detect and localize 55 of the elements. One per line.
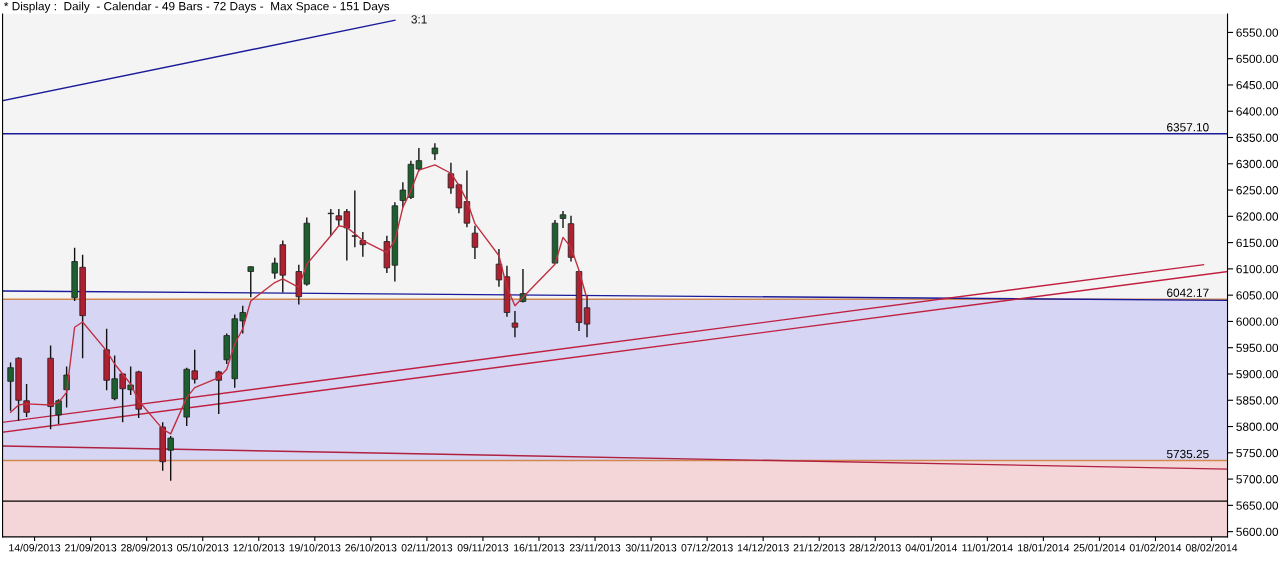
y-tick-label: 6400.00: [1236, 107, 1279, 116]
y-tick-label: 6250.00: [1236, 186, 1279, 195]
y-tick-label: 5900.00: [1236, 370, 1279, 379]
x-tick-label: 07/12/2013: [681, 543, 733, 552]
x-tick-label: 14/09/2013: [9, 543, 61, 552]
candlestick: [471, 225, 479, 260]
candlestick: [495, 248, 503, 288]
y-tick-label: 6200.00: [1236, 212, 1279, 221]
ref-line-label: 5735.25: [1166, 449, 1209, 459]
x-tick-label: 11/01/2014: [962, 543, 1013, 552]
x-tick-label: 14/12/2013: [737, 543, 789, 552]
x-tick-label: 25/01/2014: [1073, 543, 1126, 552]
y-tick-label: 6050.00: [1236, 291, 1279, 300]
x-tick-label: 19/10/2013: [289, 543, 341, 552]
y-tick-label: 6300.00: [1236, 159, 1279, 169]
y-tick-label: 5850.00: [1236, 396, 1279, 405]
y-tick-label: 5800.00: [1236, 422, 1279, 431]
x-tick-label: 16/11/2013: [514, 543, 565, 552]
x-tick-label: 18/01/2014: [1018, 543, 1070, 552]
candlestick: [359, 231, 367, 258]
candlestick: [559, 210, 567, 229]
x-tick-label: 21/12/2013: [793, 543, 845, 552]
chart-title: * Display : Daily - Calendar - 49 Bars - 72 Days - Max Space - 151 Days: [4, 1, 390, 13]
candlestick: [511, 310, 519, 338]
x-tick-label: 04/01/2014: [905, 543, 958, 552]
y-tick-label: 6350.00: [1236, 133, 1279, 142]
y-tick-label: 6550.00: [1236, 28, 1279, 37]
x-tick-label: 01/02/2014: [1129, 543, 1182, 552]
x-tick-label: 09/11/2013: [457, 543, 509, 552]
x-tick-label: 08/02/2014: [1185, 543, 1238, 552]
y-tick-label: 6100.00: [1236, 264, 1279, 274]
x-tick-label: 12/10/2013: [233, 543, 285, 552]
x-tick-label: 21/09/2013: [65, 543, 117, 552]
y-tick-label: 5600.00: [1236, 527, 1279, 537]
y-tick-label: 5650.00: [1236, 501, 1279, 510]
candlestick: [351, 189, 359, 249]
x-tick-label: 23/11/2013: [569, 543, 621, 552]
series-label: 3:1: [411, 15, 427, 24]
x-tick-label: 05/10/2013: [177, 543, 229, 552]
x-tick-label: 02/11/2013: [401, 543, 453, 552]
y-tick-label: 6150.00: [1236, 238, 1279, 247]
x-tick-label: 30/11/2013: [625, 543, 677, 552]
y-tick-label: 6500.00: [1236, 54, 1279, 64]
x-tick-label: 26/10/2013: [345, 543, 397, 552]
ref-line-label: 6042.17: [1167, 288, 1209, 297]
y-tick-label: 5750.00: [1236, 448, 1279, 458]
ref-line-label: 6357.10: [1167, 123, 1209, 132]
candlestick: [583, 294, 591, 338]
y-tick-label: 6450.00: [1236, 81, 1279, 90]
y-tick-label: 5700.00: [1236, 475, 1279, 484]
y-tick-label: 5950.00: [1236, 343, 1279, 353]
candlestick: [247, 265, 254, 298]
x-tick-label: 28/09/2013: [121, 543, 173, 552]
y-tick-label: 6000.00: [1236, 317, 1279, 326]
x-tick-label: 28/12/2013: [849, 543, 901, 552]
